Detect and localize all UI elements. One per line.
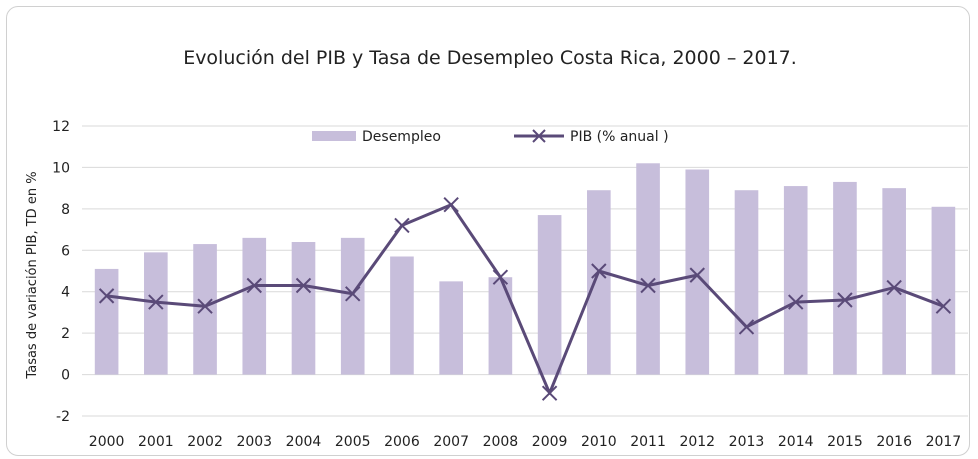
bar-desempleo-2000 — [94, 268, 119, 375]
bar-desempleo-2011 — [636, 163, 660, 375]
point-pib-2003 — [246, 277, 262, 294]
line-series — [98, 197, 952, 401]
chart-frame — [6, 6, 970, 456]
x-tick-label: 2006 — [384, 434, 420, 450]
y-tick-label: -2 — [56, 409, 70, 425]
point-pib-2010 — [591, 263, 607, 279]
bar-desempleo-2006 — [390, 256, 414, 375]
y-tick-label: 2 — [61, 326, 70, 342]
point-pib-2000 — [98, 288, 115, 304]
point-pib-2012 — [689, 267, 705, 283]
bar-desempleo-2014 — [783, 186, 808, 375]
legend-label-desempleo: Desempleo — [362, 129, 441, 145]
bar-desempleo-2001 — [144, 252, 168, 375]
x-tick-label: 2000 — [89, 434, 125, 450]
point-pib-2013 — [738, 319, 755, 335]
x-tick-label: 2012 — [679, 434, 715, 450]
bar-desempleo-2012 — [685, 169, 710, 375]
x-tick-label: 2015 — [827, 434, 863, 450]
point-pib-2015 — [837, 292, 853, 308]
point-pib-2014 — [788, 294, 804, 310]
legend-label-pib: PIB (% anual ) — [570, 129, 669, 145]
x-tick-label: 2001 — [138, 434, 174, 450]
point-pib-2009 — [541, 385, 558, 401]
y-axis-label: Tasas de variación PIB, TD en % — [25, 171, 40, 379]
point-pib-2016 — [886, 279, 902, 296]
point-pib-2006 — [394, 217, 410, 234]
line-pib — [106, 203, 944, 395]
y-tick-label: 4 — [61, 285, 70, 301]
point-pib-2002 — [197, 298, 213, 314]
bar-desempleo-2005 — [340, 237, 365, 375]
bar-desempleo-2015 — [833, 181, 857, 375]
legend-swatch-desempleo — [312, 131, 356, 141]
point-pib-2007 — [443, 197, 459, 213]
x-tick-label: 2005 — [335, 434, 371, 450]
y-tick-label: 0 — [61, 368, 70, 384]
bar-desempleo-2008 — [488, 277, 513, 375]
x-tick-label: 2009 — [532, 434, 568, 450]
x-axis-ticks: 2000 2001 2002 2003 2004 2005 2006 2007 2008 2009… — [89, 434, 961, 450]
y-tick-label: 10 — [52, 160, 70, 176]
bar-desempleo-2010 — [587, 190, 611, 375]
x-tick-label: 2013 — [729, 434, 765, 450]
y-axis-ticks: 12 10 8 6 4 2 0 -2 — [52, 119, 70, 425]
bar-desempleo-2004 — [291, 242, 316, 375]
point-pib-2008 — [492, 269, 509, 285]
legend: Desempleo PIB (% anual ) — [312, 129, 669, 145]
x-tick-label: 2004 — [286, 434, 322, 450]
x-tick-label: 2011 — [630, 434, 666, 450]
bar-desempleo-2017 — [931, 206, 956, 375]
legend-marker-pib — [532, 129, 546, 143]
y-tick-label: 8 — [61, 202, 70, 218]
point-pib-2011 — [640, 277, 656, 294]
point-pib-2001 — [148, 294, 164, 310]
bar-series — [94, 163, 956, 375]
bar-desempleo-2003 — [242, 237, 267, 375]
point-pib-2005 — [345, 286, 361, 302]
x-tick-label: 2007 — [433, 434, 469, 450]
bar-desempleo-2016 — [882, 188, 906, 375]
x-tick-label: 2003 — [236, 434, 272, 450]
bar-desempleo-2013 — [734, 190, 759, 375]
x-tick-label: 2008 — [483, 434, 519, 450]
x-tick-label: 2016 — [876, 434, 912, 450]
chart-title: Evolución del PIB y Tasa de Desempleo Co… — [183, 47, 797, 69]
x-tick-label: 2017 — [926, 434, 962, 450]
x-tick-label: 2002 — [187, 434, 223, 450]
y-tick-label: 6 — [61, 243, 70, 259]
x-tick-label: 2010 — [581, 434, 617, 450]
bar-desempleo-2002 — [193, 244, 217, 375]
x-tick-label: 2014 — [778, 434, 814, 450]
bar-desempleo-2007 — [439, 281, 463, 375]
y-tick-label: 12 — [52, 119, 70, 135]
bar-desempleo-2009 — [537, 215, 562, 375]
point-pib-2004 — [295, 277, 312, 294]
point-pib-2017 — [935, 298, 952, 314]
